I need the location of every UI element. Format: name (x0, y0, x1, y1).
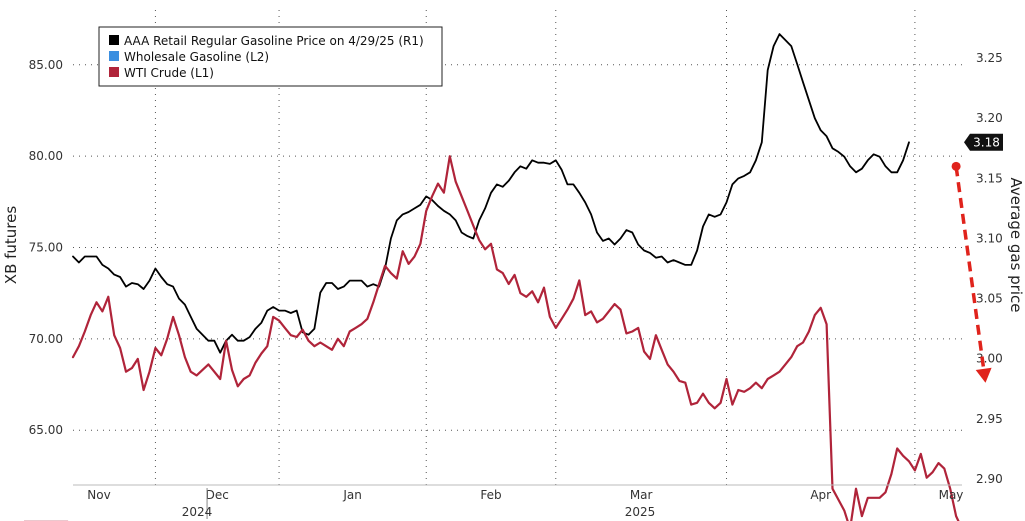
right-tick-label: 2.95 (976, 412, 1003, 426)
series-line-wti (71, 155, 960, 521)
left-tick-label: 65.00 (29, 423, 63, 437)
arrow-shaft (954, 166, 986, 370)
legend-label-aaa: AAA Retail Regular Gasoline Price on 4/2… (124, 34, 424, 48)
legend-swatch-aaa (109, 35, 119, 45)
right-tick-label: 3.20 (976, 111, 1003, 125)
legend-box (98, 26, 443, 87)
month-label: May (939, 488, 964, 502)
annotation (951, 161, 992, 383)
legend: AAA Retail Regular Gasoline Price on 4/2… (98, 26, 443, 87)
last-value-badge-aaa-shape (964, 133, 1003, 151)
left-tick-label: 80.00 (29, 149, 63, 163)
month-label: Nov (87, 488, 110, 502)
left-tick-label: 70.00 (29, 332, 63, 346)
right-tick-label: 2.90 (976, 472, 1003, 486)
left-tick-label: 75.00 (29, 241, 63, 255)
arrow-head (975, 367, 992, 383)
legend-swatch-wti (109, 67, 119, 77)
series-lines (71, 33, 960, 521)
legend-label-wholesale: Wholesale Gasoline (L2) (124, 50, 269, 64)
left-axis-title: XB futures (2, 206, 20, 285)
month-label: Dec (206, 488, 229, 502)
month-label: Mar (630, 488, 653, 502)
left-axis-ticks: 65.00 70.00 75.00 80.00 85.00 (29, 58, 63, 437)
year-label: 2025 (625, 505, 656, 519)
month-label: Jan (342, 488, 362, 502)
month-label: Feb (480, 488, 501, 502)
legend-swatch-wholesale (109, 51, 119, 61)
month-label: Apr (810, 488, 831, 502)
last-value-badge-aaa-label: 3.18 (973, 135, 1000, 149)
right-tick-label: 3.00 (976, 352, 1003, 366)
right-tick-label: 3.25 (976, 51, 1003, 65)
last-value-badge-aaa: 3.18 (964, 133, 1003, 151)
right-tick-label: 3.10 (976, 231, 1003, 245)
year-label: 2024 (182, 505, 213, 519)
x-axis: Nov Dec Jan Feb Mar Apr May 2024 2025 (73, 484, 964, 519)
left-tick-label: 85.00 (29, 58, 63, 72)
right-tick-label: 3.15 (976, 171, 1003, 185)
series-line-aaa (72, 33, 910, 354)
right-axis-ticks: 2.90 2.95 3.00 3.05 3.10 3.15 3.20 3.25 (976, 51, 1003, 486)
gridlines (73, 10, 962, 485)
legend-label-wti: WTI Crude (L1) (124, 66, 214, 80)
right-axis-title: Average gas price (1007, 178, 1025, 313)
right-tick-label: 3.05 (976, 292, 1003, 306)
